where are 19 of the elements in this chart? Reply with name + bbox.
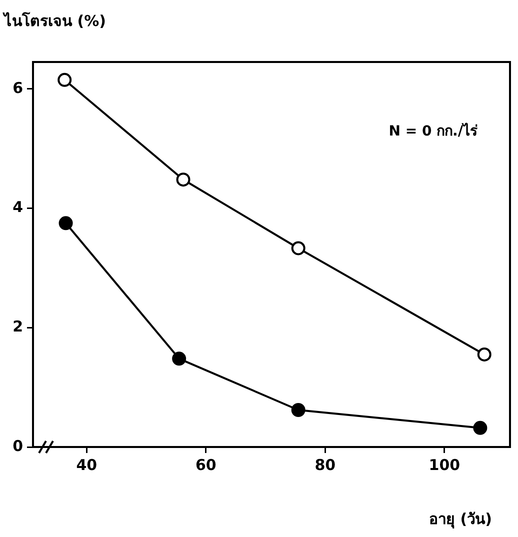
point [58, 216, 73, 230]
x-tick-label: 100 [428, 456, 460, 474]
y-axis-title: ไนโตรเจน (%) [2, 10, 106, 30]
point [176, 172, 190, 187]
y-tick-label: 0 [12, 436, 23, 455]
point [58, 72, 72, 87]
x-tick-label: 40 [76, 456, 98, 474]
y-tick-label: 4 [12, 198, 23, 216]
y-tick-label: 2 [12, 318, 23, 336]
point [291, 402, 306, 417]
x-tick-label: 60 [195, 456, 216, 474]
annotation: N = 0 กก./ไร่ [388, 122, 478, 140]
point [172, 352, 186, 366]
point [473, 420, 488, 435]
x-tick-label: 80 [314, 456, 336, 474]
point [477, 347, 492, 362]
x-axis-title: อายุ (วัน) [429, 510, 492, 529]
y-tick-label: 6 [12, 78, 23, 97]
point [291, 241, 306, 256]
